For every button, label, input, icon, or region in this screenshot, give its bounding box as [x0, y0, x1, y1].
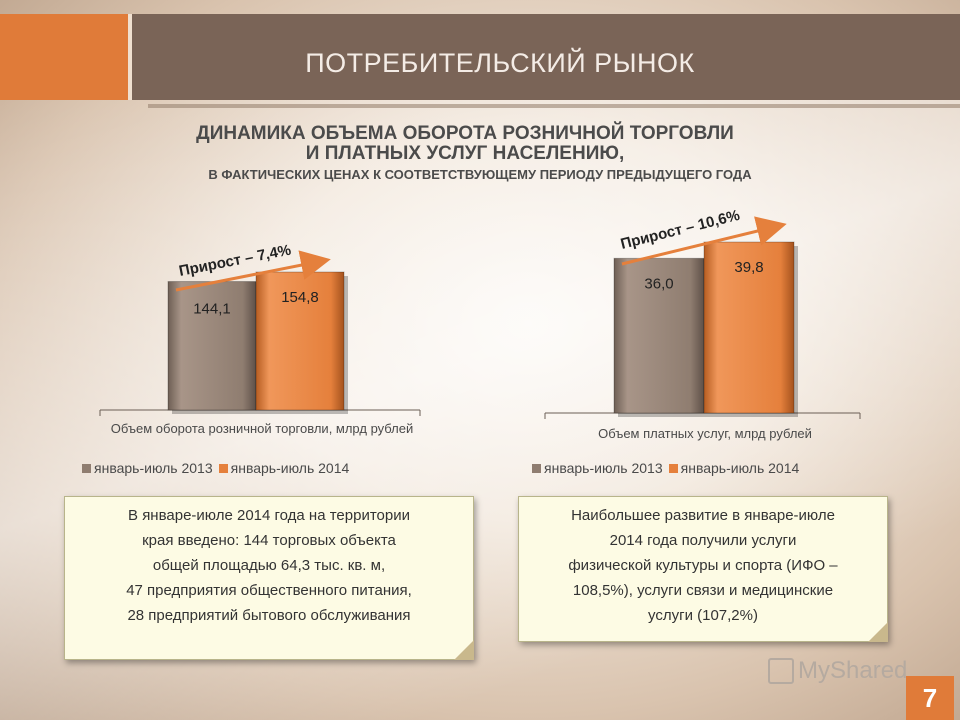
note-left-line: 28 предприятий бытового обслуживания [127, 607, 411, 624]
chart-subheading: В ФАКТИЧЕСКИХ ЦЕНАХ К СООТВЕТСТВУЮЩЕМУ П… [208, 167, 752, 182]
note-fold-corner [454, 640, 474, 660]
note-right-line: Наибольшее развитие в январе-июле [571, 507, 835, 524]
retail-legend: январь-июль 2013 январь-июль 2014 [82, 460, 355, 476]
header-underline [148, 104, 960, 108]
bar-2013 [167, 281, 257, 411]
services-legend: январь-июль 2013 январь-июль 2014 [532, 460, 805, 476]
legend-swatch-2014 [218, 463, 228, 473]
growth-arrow [621, 216, 787, 266]
watermark-logo-icon [768, 658, 794, 684]
growth-arrow [175, 250, 331, 292]
chart-heading-line1: ДИНАМИКА ОБЪЕМА ОБОРОТА РОЗНИЧНОЙ ТОРГОВ… [196, 123, 734, 144]
bar-2013 [613, 257, 705, 414]
watermark: MyShared [768, 657, 907, 685]
bar-value-label: 154,8 [281, 289, 319, 306]
legend-label-2013: январь-июль 2013 [544, 460, 663, 476]
legend-item-2014: январь-июль 2014 [668, 460, 800, 476]
note-left-line: края введено: 144 торговых объекта [142, 532, 396, 549]
note-left-line: 47 предприятия общественного питания, [126, 582, 412, 599]
bar-value-label: 39,8 [734, 259, 763, 276]
legend-swatch-2013 [532, 463, 541, 473]
watermark-text: MyShared [798, 657, 908, 684]
bar-2014 [703, 241, 795, 414]
chart-heading-line2: И ПЛАТНЫХ УСЛУГ НАСЕЛЕНИЮ, [305, 143, 625, 164]
note-right-line: физической культуры и спорта (ИФО – [568, 557, 838, 574]
bar-value-label: 144,1 [193, 301, 231, 318]
note-left-line: В январе-июле 2014 года на территории [128, 507, 410, 524]
note-right: Наибольшее развитие в январе-июле 2014 г… [518, 496, 888, 642]
legend-swatch-2014 [668, 463, 678, 473]
legend-item-2013: январь-июль 2013 [532, 460, 663, 476]
retail-axis-title: Объем оборота розничной торговли, млрд р… [110, 421, 414, 436]
bar-value-label: 36,0 [644, 275, 673, 292]
header-divider [128, 14, 132, 100]
note-right-line: услуги (107,2%) [648, 607, 758, 624]
slide-title: ПОТРЕБИТЕЛЬСКИЙ РЫНОК [305, 48, 695, 78]
header-accent-block [0, 14, 128, 100]
legend-label-2014: январь-июль 2014 [230, 460, 350, 476]
legend-item-2014: январь-июль 2014 [218, 460, 350, 476]
chart-heading: ДИНАМИКА ОБЪЕМА ОБОРОТА РОЗНИЧНОЙ ТОРГОВ… [150, 124, 780, 164]
note-left-line: общей площадью 64,3 тыс. кв. м, [152, 557, 386, 574]
legend-swatch-2013 [82, 463, 91, 473]
legend-label-2014: январь-июль 2014 [680, 460, 800, 476]
note-left: В январе-июле 2014 года на территории кр… [64, 496, 474, 660]
note-right-line: 108,5%), услуги связи и медицинские [572, 582, 834, 599]
header-bar [128, 14, 960, 100]
services-axis-title: Объем платных услуг, млрд рублей [598, 426, 812, 441]
note-right-line: 2014 года получили услуги [609, 532, 797, 549]
legend-label-2013: январь-июль 2013 [94, 460, 213, 476]
note-fold-corner [868, 622, 888, 642]
page-number: 7 [906, 676, 954, 720]
legend-item-2013: январь-июль 2013 [82, 460, 213, 476]
